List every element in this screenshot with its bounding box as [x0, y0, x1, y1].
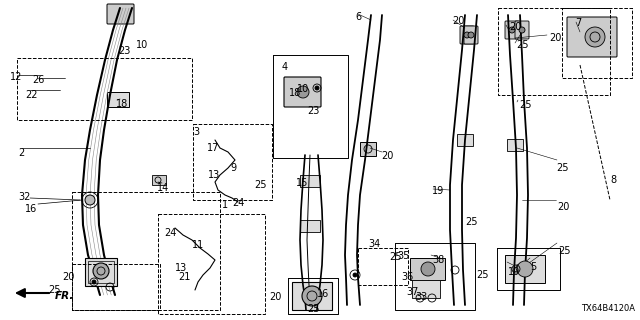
Circle shape [353, 273, 357, 277]
Text: 20: 20 [62, 272, 74, 282]
Bar [360, 142, 376, 156]
FancyBboxPatch shape [515, 21, 529, 39]
Circle shape [519, 27, 525, 33]
Text: 16: 16 [25, 204, 37, 214]
Bar [85, 258, 117, 286]
Text: FR.: FR. [55, 291, 74, 301]
Text: 24: 24 [164, 228, 177, 238]
Text: 21: 21 [178, 272, 190, 282]
Text: 32: 32 [18, 192, 30, 202]
Bar [292, 282, 332, 310]
Circle shape [468, 32, 474, 38]
Text: 9: 9 [230, 163, 236, 173]
Circle shape [315, 86, 319, 90]
Text: 20: 20 [452, 16, 465, 26]
Text: 16: 16 [317, 289, 329, 299]
Circle shape [93, 263, 109, 279]
Text: 11: 11 [192, 240, 204, 250]
Text: 6: 6 [355, 12, 361, 22]
Text: 19: 19 [432, 186, 444, 196]
Text: 25: 25 [389, 252, 401, 262]
FancyBboxPatch shape [107, 4, 134, 24]
Text: 24: 24 [232, 198, 244, 208]
Text: 20: 20 [549, 33, 561, 43]
Text: 38: 38 [432, 255, 444, 265]
Text: 35: 35 [397, 251, 410, 261]
Text: 13: 13 [175, 263, 188, 273]
Circle shape [421, 262, 435, 276]
Bar [107, 92, 129, 107]
Text: 3: 3 [193, 127, 199, 137]
Bar [505, 255, 545, 283]
Text: 22: 22 [25, 90, 38, 100]
Bar [300, 220, 320, 232]
Text: 14: 14 [157, 183, 169, 193]
Circle shape [302, 286, 322, 306]
Text: 23: 23 [307, 106, 319, 116]
Text: 20: 20 [381, 151, 394, 161]
Text: 17: 17 [207, 143, 220, 153]
Text: 12: 12 [10, 72, 22, 82]
Text: 8: 8 [610, 175, 616, 185]
Text: 25: 25 [465, 217, 477, 227]
FancyBboxPatch shape [464, 26, 478, 44]
Text: 33: 33 [415, 292, 428, 302]
Text: 25: 25 [516, 40, 529, 50]
Text: 7: 7 [575, 18, 581, 28]
Text: 20: 20 [269, 292, 282, 302]
Bar [412, 280, 440, 298]
Circle shape [464, 32, 470, 38]
Text: 37: 37 [406, 287, 419, 297]
Text: 23: 23 [118, 46, 131, 56]
Text: 5: 5 [530, 262, 536, 272]
Text: 13: 13 [208, 170, 220, 180]
Text: 4: 4 [282, 62, 288, 72]
Circle shape [585, 27, 605, 47]
Text: 25: 25 [254, 180, 266, 190]
Text: 25: 25 [476, 270, 488, 280]
Text: 20: 20 [509, 22, 522, 32]
Text: 25: 25 [48, 285, 61, 295]
Text: 2: 2 [18, 148, 24, 158]
Text: 1: 1 [222, 200, 228, 210]
Text: 10: 10 [136, 40, 148, 50]
FancyBboxPatch shape [284, 77, 321, 107]
Bar [410, 258, 445, 280]
Circle shape [85, 195, 95, 205]
Bar [507, 139, 523, 151]
Text: 25: 25 [556, 163, 568, 173]
Text: 18: 18 [116, 99, 128, 109]
Text: 20: 20 [557, 202, 570, 212]
FancyBboxPatch shape [567, 17, 617, 57]
FancyBboxPatch shape [505, 21, 519, 39]
Text: 15: 15 [296, 178, 308, 188]
Text: 25: 25 [519, 100, 531, 110]
Circle shape [92, 280, 96, 284]
Circle shape [517, 261, 533, 277]
Circle shape [297, 86, 309, 98]
Text: 19: 19 [508, 267, 520, 277]
Text: 25: 25 [558, 246, 570, 256]
Circle shape [509, 27, 515, 33]
Text: 26: 26 [32, 75, 44, 85]
Bar [457, 134, 473, 146]
FancyBboxPatch shape [460, 26, 474, 44]
Bar [300, 175, 320, 187]
Bar [88, 261, 114, 283]
Text: 34: 34 [368, 239, 380, 249]
Text: 36: 36 [401, 272, 413, 282]
Text: 18: 18 [289, 88, 301, 98]
Text: 10: 10 [297, 84, 309, 94]
Text: TX64B4120A: TX64B4120A [581, 304, 635, 313]
Text: 25: 25 [307, 304, 319, 314]
Bar [152, 175, 166, 185]
